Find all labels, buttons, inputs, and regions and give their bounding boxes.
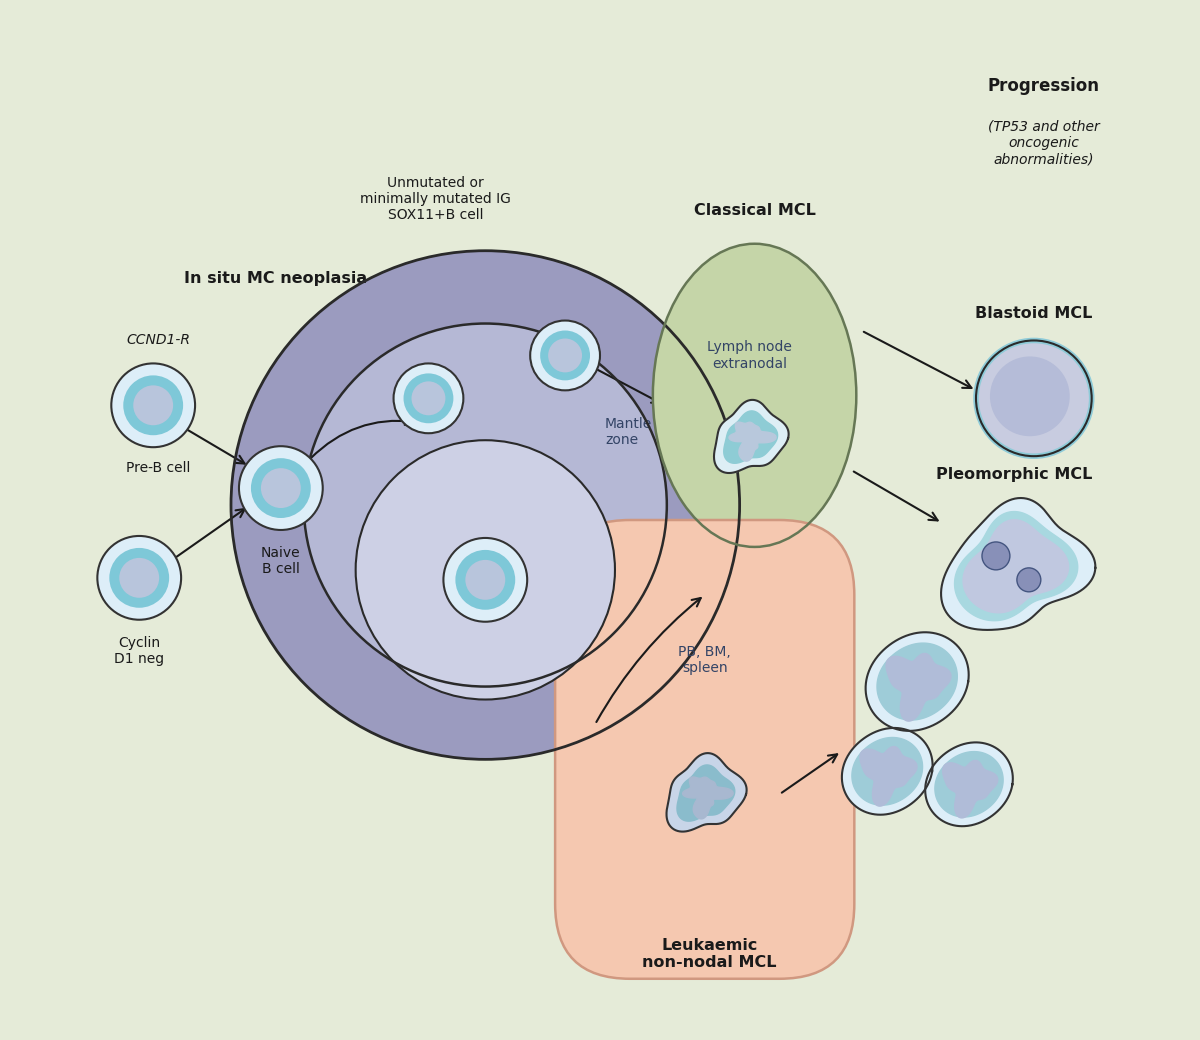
Text: Lymph node
extranodal: Lymph node extranodal	[707, 340, 792, 370]
Text: Pre-B cell: Pre-B cell	[126, 461, 191, 475]
Circle shape	[976, 340, 1092, 457]
Circle shape	[239, 446, 323, 530]
FancyBboxPatch shape	[556, 520, 854, 979]
Polygon shape	[877, 643, 958, 720]
Polygon shape	[683, 777, 733, 818]
Circle shape	[124, 375, 184, 435]
Circle shape	[982, 542, 1010, 570]
Polygon shape	[943, 760, 997, 817]
Circle shape	[112, 363, 196, 447]
Circle shape	[444, 538, 527, 622]
Circle shape	[412, 382, 445, 415]
Circle shape	[133, 386, 173, 425]
Circle shape	[394, 363, 463, 434]
Text: Pleomorphic MCL: Pleomorphic MCL	[936, 467, 1092, 483]
Circle shape	[466, 560, 505, 600]
Polygon shape	[964, 520, 1068, 613]
Text: Unmutated or
minimally mutated IG
SOX11+B cell: Unmutated or minimally mutated IG SOX11+…	[360, 176, 511, 223]
Circle shape	[355, 440, 614, 700]
Text: Progression: Progression	[988, 77, 1100, 96]
Circle shape	[97, 536, 181, 620]
Circle shape	[251, 459, 311, 518]
Circle shape	[455, 550, 515, 609]
Circle shape	[230, 251, 739, 759]
Polygon shape	[935, 752, 1003, 817]
Circle shape	[530, 320, 600, 390]
Text: Mantle
zone: Mantle zone	[605, 417, 653, 447]
Text: Germinal
centre: Germinal centre	[468, 460, 532, 490]
Circle shape	[109, 548, 169, 607]
Text: Classical MCL: Classical MCL	[694, 204, 816, 218]
Polygon shape	[865, 632, 968, 731]
Circle shape	[304, 323, 667, 686]
Circle shape	[990, 357, 1069, 436]
Text: CCND1-R: CCND1-R	[126, 334, 190, 347]
Polygon shape	[941, 498, 1096, 630]
Text: In situ MC neoplasia: In situ MC neoplasia	[185, 271, 367, 286]
Circle shape	[119, 557, 160, 598]
Text: Hypermutated IG
SOX11–B cell: Hypermutated IG SOX11–B cell	[500, 652, 620, 682]
Text: PB, BM,
spleen: PB, BM, spleen	[678, 645, 731, 675]
Polygon shape	[677, 765, 734, 822]
Polygon shape	[852, 737, 923, 805]
Polygon shape	[954, 512, 1078, 621]
Text: Blastoid MCL: Blastoid MCL	[976, 306, 1092, 320]
Circle shape	[403, 373, 454, 423]
Circle shape	[548, 338, 582, 372]
Text: (TP53 and other
oncogenic
abnormalities): (TP53 and other oncogenic abnormalities)	[988, 120, 1099, 166]
Circle shape	[1016, 568, 1040, 592]
Text: Naive
B cell: Naive B cell	[262, 546, 301, 576]
Text: Leukaemic
non-nodal MCL: Leukaemic non-nodal MCL	[642, 938, 776, 970]
Polygon shape	[666, 753, 746, 832]
Polygon shape	[860, 747, 917, 806]
Polygon shape	[724, 411, 778, 463]
Polygon shape	[925, 743, 1013, 826]
Circle shape	[540, 331, 590, 381]
Circle shape	[260, 468, 301, 508]
Polygon shape	[842, 728, 932, 814]
Text: Cyclin
D1 neg: Cyclin D1 neg	[114, 635, 164, 666]
Polygon shape	[730, 422, 776, 461]
Ellipse shape	[653, 243, 857, 547]
Polygon shape	[714, 399, 788, 473]
Polygon shape	[886, 653, 950, 721]
